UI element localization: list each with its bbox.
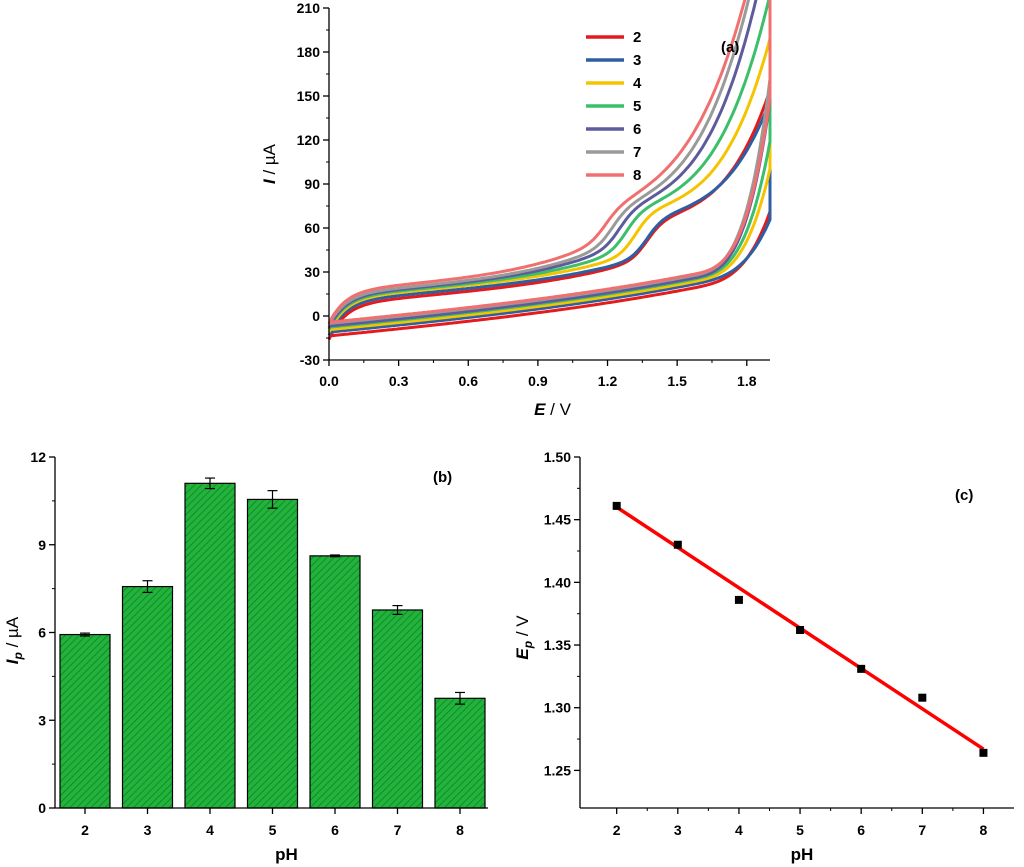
x-tick-label: 4 xyxy=(735,822,743,838)
legend-label-5: 5 xyxy=(633,98,641,115)
legend-label-6: 6 xyxy=(633,121,641,138)
legend-label-2: 2 xyxy=(633,29,641,46)
legend-label-3: 3 xyxy=(633,52,641,69)
cv-curve-series-8 xyxy=(327,0,772,324)
x-tick-label: 7 xyxy=(394,822,402,838)
x-tick-label: 6 xyxy=(857,822,865,838)
y-axis-label-subscript: p xyxy=(521,641,535,649)
legend-label-7: 7 xyxy=(633,144,641,161)
y-tick-label: 6 xyxy=(38,625,46,641)
x-axis-label: pH xyxy=(275,845,298,864)
data-point-ph-5 xyxy=(796,625,805,634)
y-tick-label: 1.30 xyxy=(544,700,571,716)
x-tick-label: 1.8 xyxy=(737,373,757,389)
y-axis-label-unit: / V xyxy=(513,615,532,641)
bar-ph-3 xyxy=(121,585,174,809)
x-tick-label: 3 xyxy=(674,822,682,838)
y-tick-label: 9 xyxy=(38,537,46,553)
bar-ph-7 xyxy=(371,609,424,809)
y-axis-label-symbol: E xyxy=(513,648,532,660)
bar-ph-2 xyxy=(59,633,111,809)
y-tick-label: 0 xyxy=(312,308,320,324)
x-axis-label: pH xyxy=(791,845,814,864)
legend-label-8: 8 xyxy=(633,167,641,184)
y-tick-label: 90 xyxy=(304,176,320,192)
y-tick-label: 1.40 xyxy=(544,574,571,590)
bar-ph-8 xyxy=(434,697,486,809)
bar-ph-6 xyxy=(309,555,361,809)
y-axis-label-symbol: I xyxy=(3,658,22,664)
x-axis-label-symbol: E xyxy=(534,400,546,419)
data-point-ph-6 xyxy=(857,664,866,673)
x-tick-label: 0.0 xyxy=(319,373,339,389)
x-tick-label: 4 xyxy=(206,822,214,838)
y-tick-label: 1.50 xyxy=(544,449,571,465)
panel-label-a: (a) xyxy=(721,39,739,56)
x-tick-label: 0.9 xyxy=(528,373,548,389)
data-point-ph-3 xyxy=(673,540,682,549)
y-tick-label: 60 xyxy=(304,220,320,236)
y-axis-label-subscript: p xyxy=(11,652,25,660)
x-tick-label: 2 xyxy=(81,822,89,838)
x-tick-label: 7 xyxy=(918,822,926,838)
x-tick-label: 5 xyxy=(269,822,277,838)
y-axis-label-unit: / µA xyxy=(3,616,22,652)
data-point-ph-2 xyxy=(612,501,621,510)
legend-label-4: 4 xyxy=(633,75,642,92)
y-tick-label: 180 xyxy=(297,44,321,60)
data-point-ph-8 xyxy=(979,748,988,757)
x-tick-label: 0.6 xyxy=(459,373,479,389)
data-point-ph-4 xyxy=(734,595,743,604)
y-tick-label: 3 xyxy=(38,712,46,728)
x-tick-label: 5 xyxy=(796,822,804,838)
y-axis-label-unit: / µA xyxy=(260,143,279,179)
x-tick-label: 2 xyxy=(613,822,621,838)
y-axis-label: I / µA xyxy=(260,143,279,184)
y-tick-label: 120 xyxy=(297,132,321,148)
x-axis-label-unit: / V xyxy=(545,400,571,419)
y-axis-label-symbol: I xyxy=(260,178,279,184)
x-tick-label: 6 xyxy=(331,822,339,838)
x-axis-label: E / V xyxy=(534,400,572,419)
y-tick-label: 1.25 xyxy=(544,762,571,778)
x-tick-label: 1.5 xyxy=(667,373,687,389)
x-tick-label: 0.3 xyxy=(389,373,409,389)
y-tick-label: -30 xyxy=(300,352,320,368)
panel-label-b: (b) xyxy=(433,469,452,486)
y-tick-label: 1.45 xyxy=(544,512,571,528)
panel-label-c: (c) xyxy=(955,487,973,504)
y-axis-label: Ip / µA xyxy=(3,616,25,664)
bar-ph-4 xyxy=(184,482,236,809)
x-tick-label: 8 xyxy=(456,822,464,838)
y-tick-label: 210 xyxy=(297,0,321,16)
y-axis-label: Ep / V xyxy=(513,615,535,660)
data-point-ph-7 xyxy=(918,693,927,702)
panel-c-peak-potential-scatter: 2 3 4 5 6 7 8 1.25 1.30 1.35 1.40 1.45 1.50 pH Ep / V (… xyxy=(513,449,1014,864)
x-tick-label: 3 xyxy=(144,822,152,838)
y-tick-label: 30 xyxy=(304,264,320,280)
x-tick-label: 8 xyxy=(980,822,988,838)
panel-a-cyclic-voltammograms: 0.0 0.3 0.6 0.9 1.2 1.5 1.8 -30 0 30 60 90 120 150 180… xyxy=(260,0,772,419)
y-tick-label: 0 xyxy=(38,800,46,816)
y-tick-label: 1.35 xyxy=(544,637,571,653)
y-tick-label: 12 xyxy=(30,449,46,465)
y-tick-label: 150 xyxy=(297,88,321,104)
bar-ph-5 xyxy=(246,498,299,809)
panel-b-peak-current-bar-chart: 2 3 4 5 6 7 8 0 3 6 9 12 pH Ip / µA (b) xyxy=(3,449,488,864)
x-tick-label: 1.2 xyxy=(598,373,618,389)
